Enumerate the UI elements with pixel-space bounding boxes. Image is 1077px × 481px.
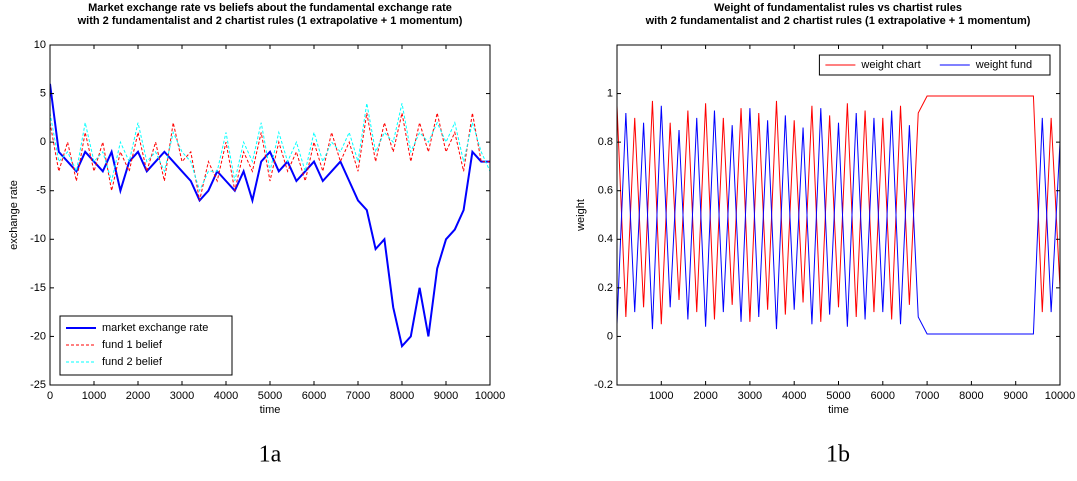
- y-axis-label: weight: [575, 199, 587, 232]
- y-tick-label: -5: [36, 185, 46, 197]
- x-tick-label: 5000: [826, 390, 850, 402]
- chart: Weight of fundamentalist rules vs charti…: [575, 2, 1075, 468]
- chart-title: Market exchange rate vs beliefs about th…: [88, 2, 452, 14]
- x-tick-label: 3000: [738, 390, 762, 402]
- chart-title: with 2 fundamentalist and 2 chartist rul…: [645, 15, 1031, 27]
- x-tick-label: 1000: [82, 390, 106, 402]
- x-tick-label: 2000: [126, 390, 150, 402]
- y-tick-label: -10: [30, 233, 46, 245]
- plot-area: [617, 45, 1060, 385]
- legend: weight chart weight fund: [818, 54, 1051, 76]
- y-tick-label: 0: [40, 136, 46, 148]
- chart-title: Weight of fundamentalist rules vs charti…: [714, 2, 962, 14]
- series-line: [50, 112, 490, 201]
- y-tick-label: -0.2: [594, 379, 613, 391]
- series-line: [617, 105, 1060, 335]
- x-tick-label: 8000: [390, 390, 414, 402]
- x-tick-label: 4000: [782, 390, 806, 402]
- chart: Market exchange rate vs beliefs about th…: [8, 2, 505, 468]
- legend-label: market exchange rate: [102, 322, 208, 334]
- y-tick-label: -15: [30, 282, 46, 294]
- series-line: [50, 83, 490, 349]
- y-tick-label: 0.6: [598, 185, 613, 197]
- chart-title: with 2 fundamentalist and 2 chartist rul…: [77, 15, 463, 27]
- x-tick-label: 8000: [959, 390, 983, 402]
- y-tick-label: -25: [30, 379, 46, 391]
- legend-label: weight fund: [975, 59, 1032, 71]
- y-tick-label: 0.8: [598, 136, 613, 148]
- x-tick-label: 6000: [871, 390, 895, 402]
- legend-box: [818, 54, 1051, 76]
- x-axis-label: time: [260, 404, 281, 416]
- x-tick-label: 7000: [346, 390, 370, 402]
- x-tick-label: 0: [47, 390, 53, 402]
- legend-label: fund 2 belief: [102, 356, 163, 368]
- legend-label: fund 1 belief: [102, 339, 163, 351]
- x-tick-label: 9000: [434, 390, 458, 402]
- y-tick-label: 0: [607, 330, 613, 342]
- x-tick-label: 6000: [302, 390, 326, 402]
- y-tick-label: 5: [40, 87, 46, 99]
- x-tick-label: 1000: [649, 390, 673, 402]
- y-tick-label: 10: [34, 39, 46, 51]
- x-tick-label: 5000: [258, 390, 282, 402]
- x-tick-label: 2000: [693, 390, 717, 402]
- caption: 1b: [826, 442, 850, 468]
- x-tick-label: 10000: [475, 390, 506, 402]
- plot-lines: [617, 95, 1060, 335]
- series-line: [617, 95, 1060, 325]
- y-tick-label: 1: [607, 87, 613, 99]
- caption: 1a: [259, 442, 282, 468]
- legend-label: weight chart: [860, 59, 920, 71]
- x-tick-label: 9000: [1003, 390, 1027, 402]
- x-tick-label: 4000: [214, 390, 238, 402]
- legend: market exchange rate fund 1 belief fund 2 …: [59, 315, 233, 376]
- y-tick-label: -20: [30, 330, 46, 342]
- x-tick-label: 10000: [1045, 390, 1076, 402]
- y-axis-label: exchange rate: [8, 180, 20, 250]
- plot-lines: [50, 83, 490, 349]
- x-axis-label: time: [828, 404, 849, 416]
- y-tick-label: 0.2: [598, 282, 613, 294]
- y-tick-label: 0.4: [598, 233, 613, 245]
- series-line: [50, 103, 490, 193]
- x-tick-label: 7000: [915, 390, 939, 402]
- x-tick-label: 3000: [170, 390, 194, 402]
